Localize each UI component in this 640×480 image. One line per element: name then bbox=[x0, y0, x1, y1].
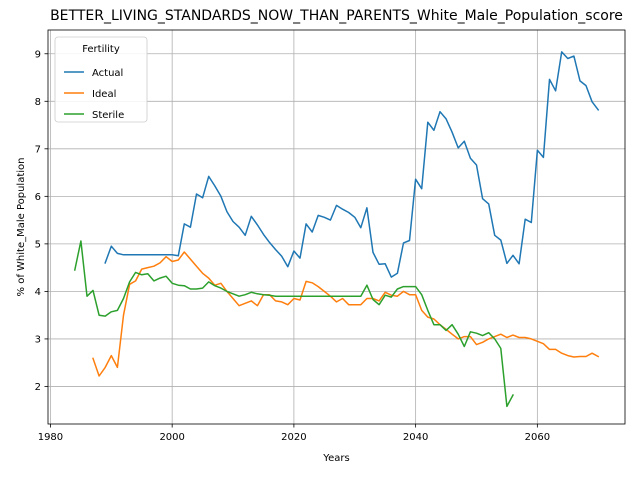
y-tick-label: 5 bbox=[35, 239, 41, 250]
legend-box bbox=[54, 36, 148, 123]
y-axis-label: % of White_Male Population bbox=[16, 158, 27, 297]
legend-label-actual: Actual bbox=[92, 68, 123, 79]
series-line-ideal bbox=[92, 251, 600, 377]
legend: Fertility Actual Ideal Sterile bbox=[54, 36, 148, 123]
y-tick-label: 9 bbox=[35, 49, 41, 60]
legend-label-ideal: Ideal bbox=[92, 89, 116, 100]
legend-label-sterile: Sterile bbox=[92, 110, 124, 121]
x-tick-label: 2000 bbox=[159, 432, 184, 443]
series-line-actual bbox=[104, 51, 600, 278]
legend-items: Actual Ideal Sterile bbox=[64, 68, 124, 121]
y-tick-label: 8 bbox=[35, 97, 41, 108]
x-tick-label: 1980 bbox=[38, 432, 63, 443]
series-lines bbox=[73, 51, 600, 408]
x-axis-label: Years bbox=[322, 453, 349, 464]
y-tick-label: 3 bbox=[35, 334, 41, 345]
x-tick-label: 2060 bbox=[525, 432, 550, 443]
y-tick-label: 4 bbox=[35, 287, 41, 298]
chart-title: BETTER_LIVING_STANDARDS_NOW_THAN_PARENTS… bbox=[50, 8, 623, 24]
series-line-sterile bbox=[73, 240, 515, 408]
plot-frame bbox=[47, 29, 626, 425]
grid-lines bbox=[48, 30, 625, 424]
legend-title: Fertility bbox=[82, 44, 120, 55]
x-tick-label: 2020 bbox=[281, 432, 306, 443]
y-tick-label: 6 bbox=[35, 192, 41, 203]
x-tick-label: 2040 bbox=[403, 432, 428, 443]
y-tick-label: 7 bbox=[35, 144, 41, 155]
y-tick-label: 2 bbox=[35, 382, 41, 393]
axis-ticks: 1980 2000 2020 2040 2060 2 3 4 5 6 7 8 9 bbox=[35, 49, 550, 443]
